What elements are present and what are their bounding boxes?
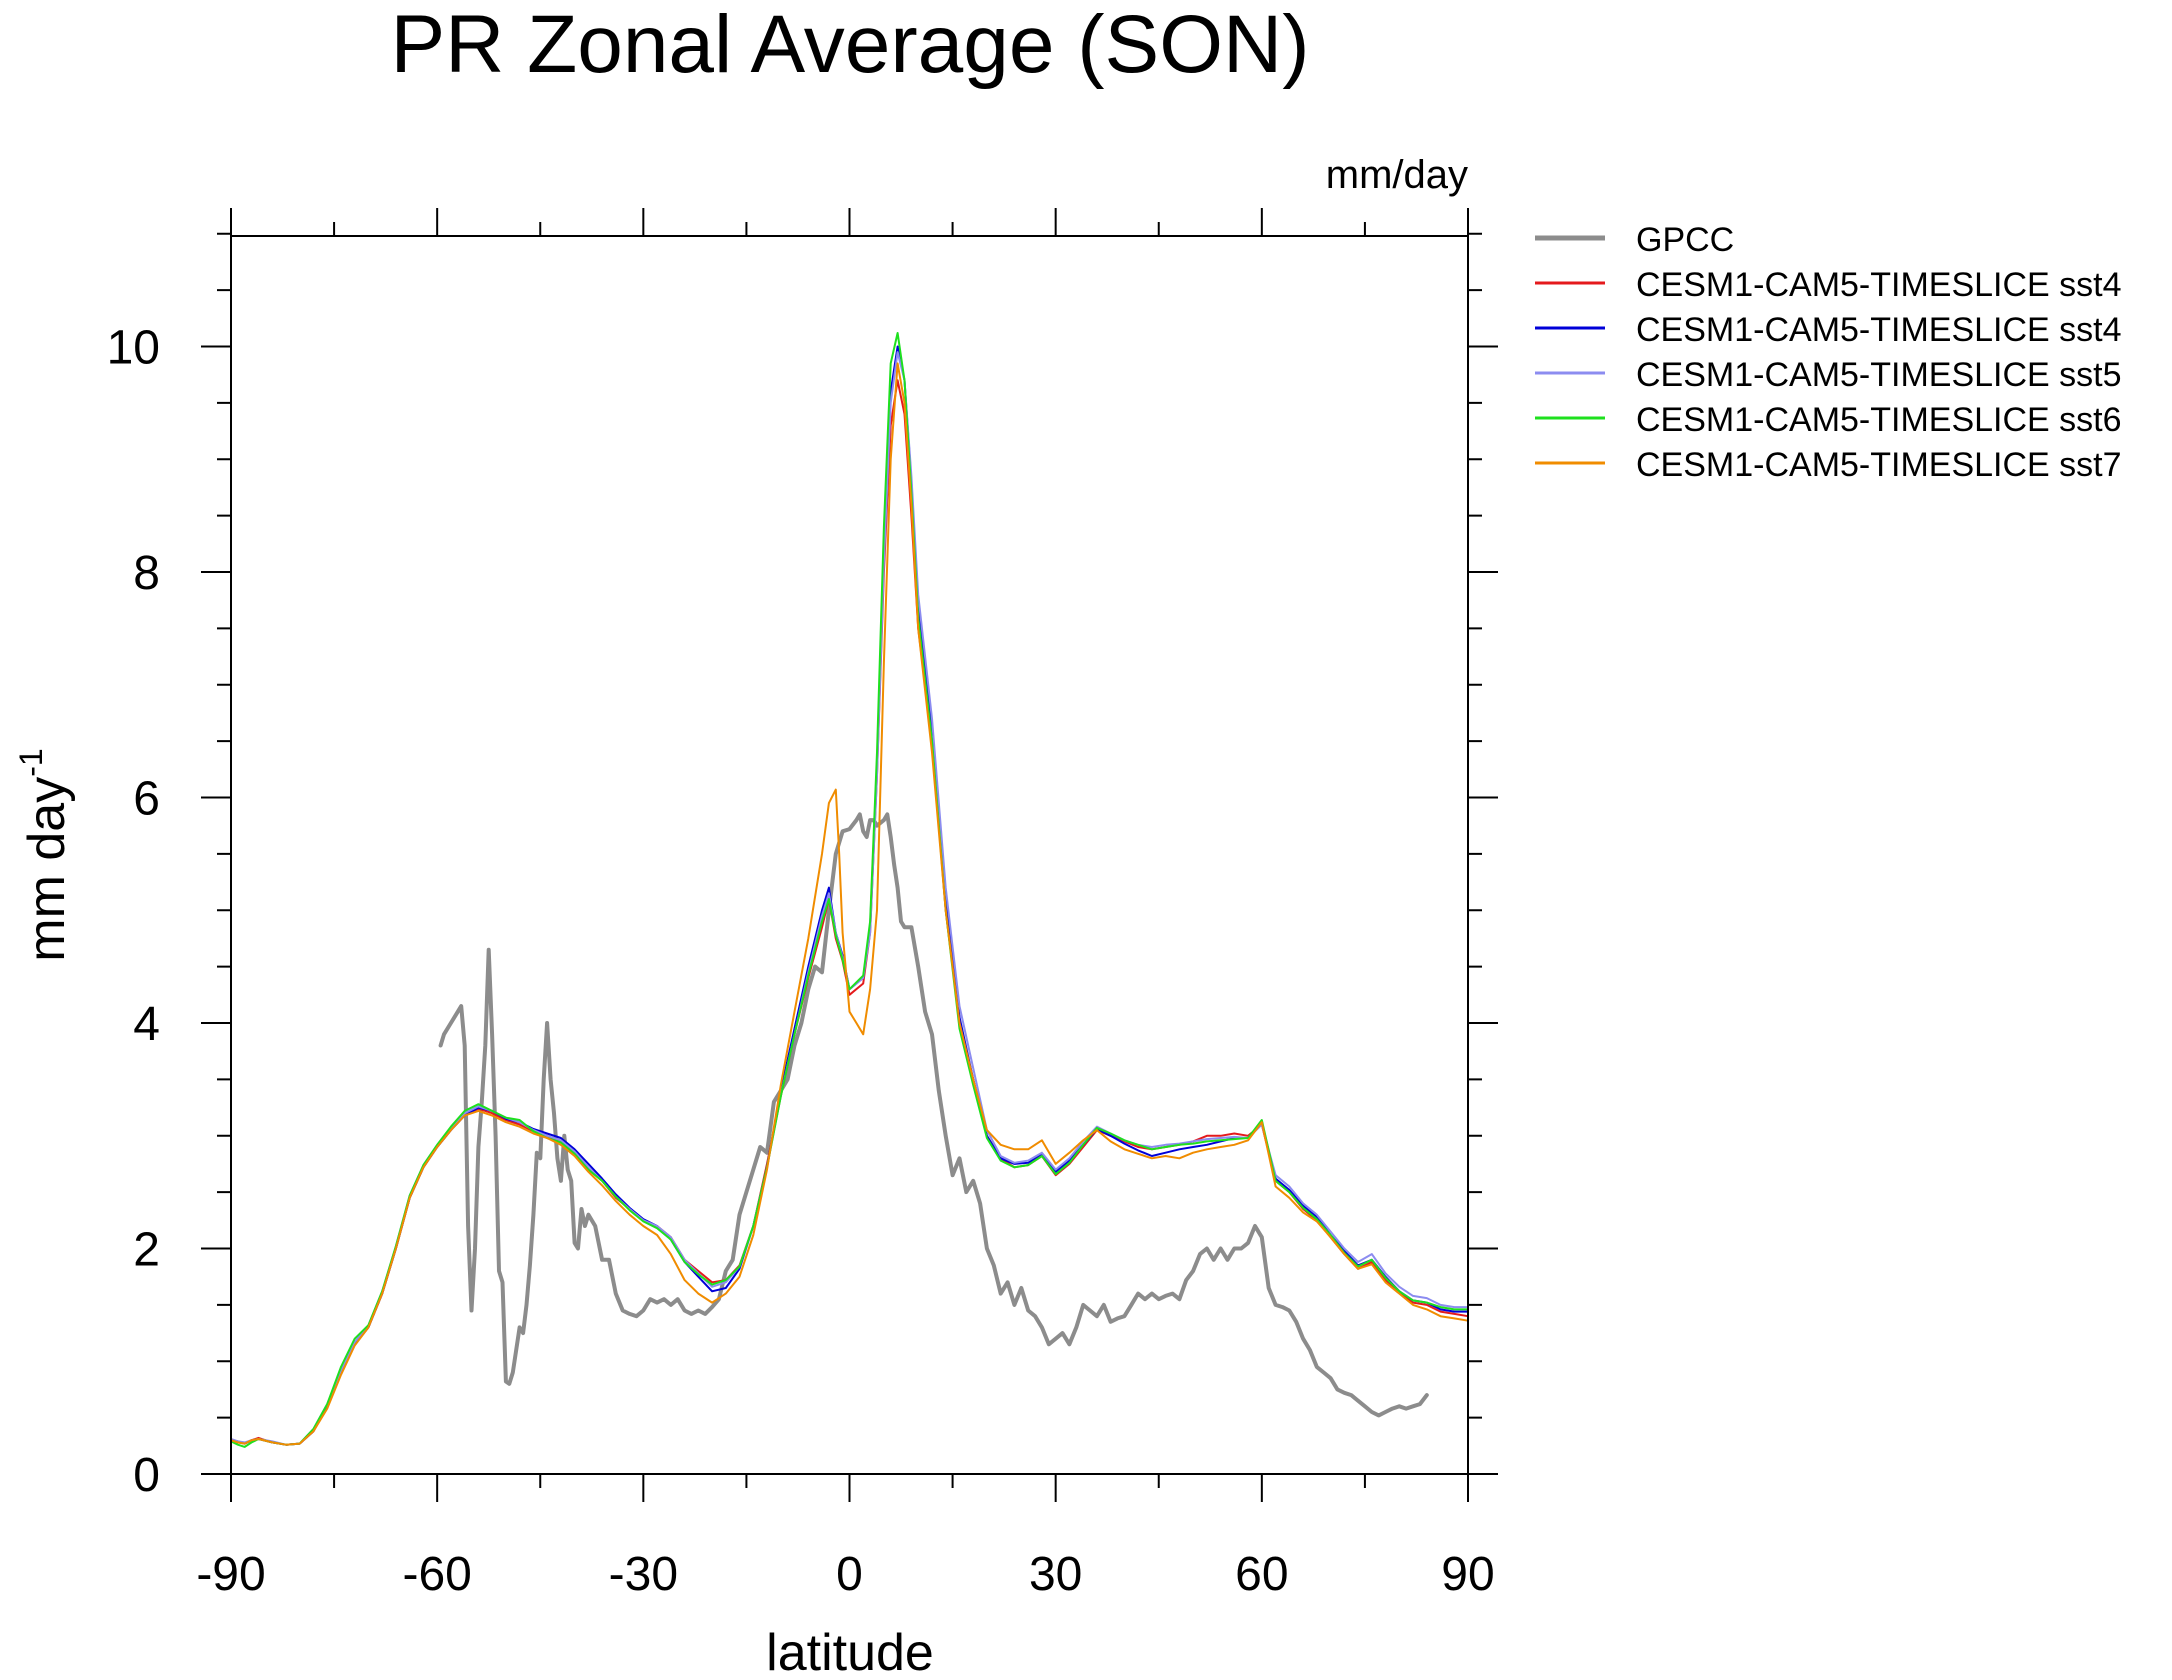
x-tick-label: 90 [1441,1548,1494,1601]
y-tick-label: 6 [133,773,160,826]
legend-label-3: CESM1-CAM5-TIMESLICE sst5 [1636,356,2122,394]
legend-label-4: CESM1-CAM5-TIMESLICE sst6 [1636,401,2122,439]
series-lines [230,332,1469,1448]
x-tick-label: -90 [196,1548,265,1601]
y-tick-labels: 0 2 4 6 8 10 [107,322,160,1503]
legend: GPCC CESM1-CAM5-TIMESLICE sst4 CESM1-CAM5-… [1535,221,2122,484]
series-line-1 [230,379,1469,1446]
legend-label-1: CESM1-CAM5-TIMESLICE sst4 [1636,266,2122,304]
series-line-4 [230,332,1469,1448]
plot-frame [230,235,1469,1475]
y-tick-label: 8 [133,547,160,600]
legend-label-2: CESM1-CAM5-TIMESLICE sst4 [1636,311,2122,349]
y-tick-label: 10 [107,322,160,375]
x-tick-label: 30 [1029,1548,1082,1601]
units-label: mm/day [1326,153,1468,197]
y-tick-label: 2 [133,1224,160,1277]
y-tick-label: 0 [133,1449,160,1502]
series-line-2 [230,345,1469,1446]
legend-label-0: GPCC [1636,221,1734,259]
y-tick-label: 4 [133,998,160,1051]
x-tick-labels: -90 -60 -30 0 30 60 90 [196,1548,1494,1601]
series-line-0 [438,812,1429,1418]
y-axis-label-base: mm day [18,777,76,962]
y-axis-label: mm day-1 [13,748,76,961]
x-tick-label: -30 [609,1548,678,1601]
x-axis-label: latitude [766,1624,934,1680]
minor-ticks [217,222,1482,1488]
x-tick-label: 60 [1235,1548,1288,1601]
major-ticks [201,208,1498,1502]
series-line-3 [230,351,1469,1446]
chart-title: PR Zonal Average (SON) [390,0,1309,90]
x-tick-label: 0 [836,1548,863,1601]
x-tick-label: -60 [402,1548,471,1601]
legend-label-5: CESM1-CAM5-TIMESLICE sst7 [1636,446,2122,484]
y-axis-label-exponent: -1 [13,748,49,776]
series-line-5 [230,362,1469,1446]
svg-text:mm day-1: mm day-1 [13,748,76,961]
